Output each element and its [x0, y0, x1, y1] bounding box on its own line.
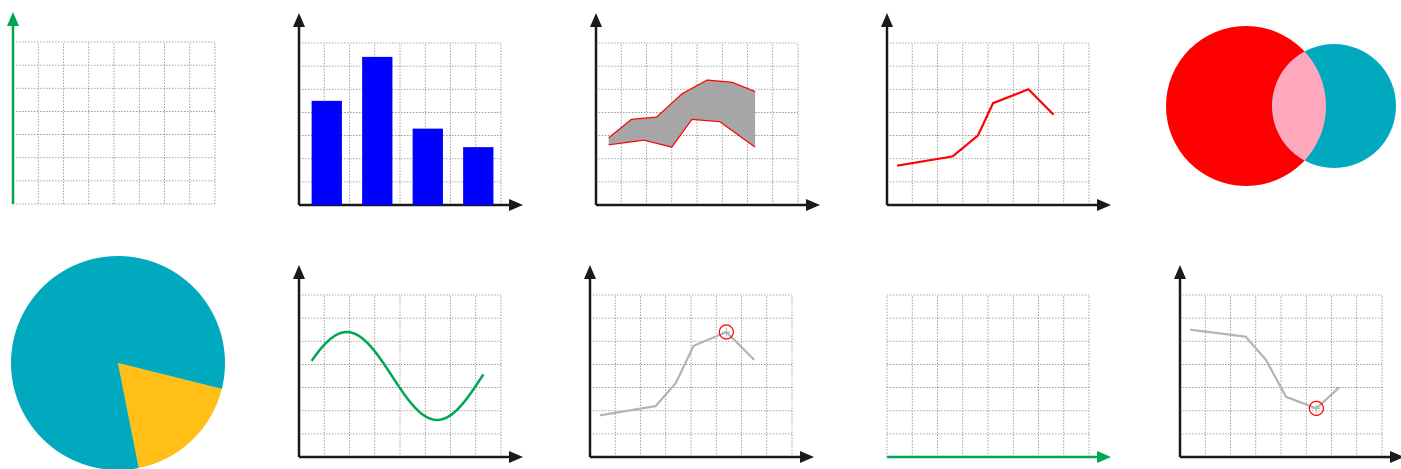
- max-point-marker: [718, 324, 734, 340]
- sine-line: [310, 330, 485, 422]
- x-axis-arrow: [1390, 451, 1401, 463]
- pie-chart-icon[interactable]: [11, 256, 226, 469]
- grid-lines: [13, 41, 216, 204]
- band-lower-line: [608, 118, 756, 148]
- min-point-marker: [1308, 400, 1324, 416]
- grid-lines: [887, 42, 1090, 205]
- grid-lines: [299, 294, 502, 457]
- bar: [311, 100, 342, 205]
- grid-lines: [590, 294, 793, 457]
- sine-curve-icon[interactable]: [293, 265, 523, 463]
- x-axis-arrow: [1097, 451, 1111, 463]
- line-point-min-icon[interactable]: [1174, 265, 1401, 463]
- y-axis-arrow: [590, 13, 602, 27]
- line-point-max-icon[interactable]: [584, 265, 814, 463]
- y-axis-arrow: [293, 265, 305, 279]
- bar: [362, 56, 393, 206]
- y-axis-highlight-icon[interactable]: [7, 12, 216, 205]
- y-axis-arrow: [584, 265, 596, 279]
- x-axis-arrow: [509, 451, 523, 463]
- bar-chart-icon[interactable]: [293, 13, 523, 211]
- series-line: [599, 330, 755, 417]
- grid-lines: [1180, 294, 1383, 457]
- y-axis-arrow: [7, 12, 19, 26]
- grid-lines: [887, 294, 1090, 457]
- series-line: [896, 87, 1055, 167]
- x-axis-highlight-icon[interactable]: [886, 294, 1111, 463]
- x-axis-arrow: [509, 199, 523, 211]
- y-axis-arrow: [881, 13, 893, 27]
- area-band-chart-icon[interactable]: [590, 13, 820, 211]
- pie-slice: [118, 363, 222, 468]
- y-axis-arrow: [293, 13, 305, 27]
- series-line: [1189, 328, 1340, 410]
- band-area: [608, 80, 756, 148]
- pie-slice: [11, 256, 226, 469]
- x-axis-arrow: [800, 451, 814, 463]
- bar: [412, 128, 443, 205]
- bar: [463, 147, 494, 205]
- venn-circle-left: [1166, 26, 1326, 186]
- y-axis-arrow: [1174, 265, 1186, 279]
- x-axis-arrow: [806, 199, 820, 211]
- band-upper-line: [608, 79, 756, 139]
- line-chart-icon[interactable]: [881, 13, 1111, 211]
- venn-overlap: [1272, 44, 1326, 168]
- venn-diagram-icon[interactable]: [1166, 26, 1396, 186]
- x-axis-arrow: [1097, 199, 1111, 211]
